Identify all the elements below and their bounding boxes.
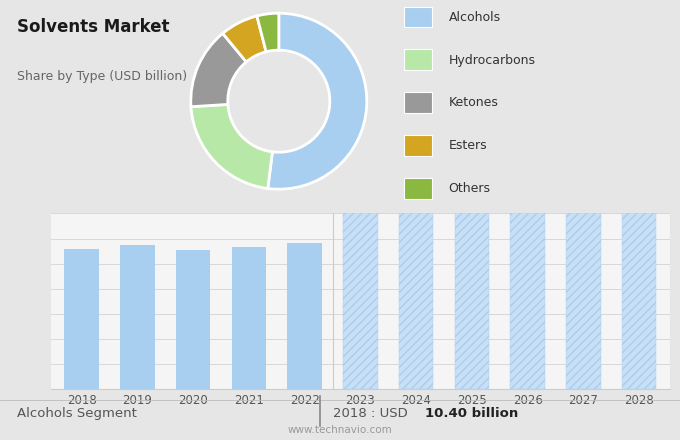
Bar <box>622 213 656 389</box>
Bar <box>399 213 433 389</box>
Text: Solvents Market: Solvents Market <box>17 18 169 36</box>
Text: Others: Others <box>449 182 490 195</box>
Bar <box>120 245 154 389</box>
Bar <box>176 250 210 389</box>
Text: Alcohols: Alcohols <box>449 11 500 24</box>
Bar <box>404 135 432 156</box>
Bar <box>511 213 545 389</box>
Bar <box>455 213 489 389</box>
Text: 10.40 billion: 10.40 billion <box>425 407 518 420</box>
Bar <box>65 249 99 389</box>
Wedge shape <box>223 16 266 62</box>
Text: 2018 : USD: 2018 : USD <box>333 407 412 420</box>
Bar <box>288 242 322 389</box>
Wedge shape <box>191 104 273 188</box>
Text: www.technavio.com: www.technavio.com <box>288 425 392 435</box>
Bar <box>404 50 432 70</box>
Text: Ketones: Ketones <box>449 96 498 110</box>
Bar <box>566 213 600 389</box>
Text: Hydrocarbons: Hydrocarbons <box>449 54 536 66</box>
Bar <box>404 92 432 113</box>
Wedge shape <box>268 13 367 189</box>
Bar <box>232 246 266 389</box>
Text: Share by Type (USD billion): Share by Type (USD billion) <box>17 70 187 84</box>
Text: Esters: Esters <box>449 139 488 152</box>
Wedge shape <box>257 13 279 52</box>
Bar <box>343 213 377 389</box>
Wedge shape <box>191 33 246 107</box>
Bar <box>404 7 432 27</box>
Text: Alcohols Segment: Alcohols Segment <box>17 407 137 420</box>
Bar <box>404 178 432 199</box>
